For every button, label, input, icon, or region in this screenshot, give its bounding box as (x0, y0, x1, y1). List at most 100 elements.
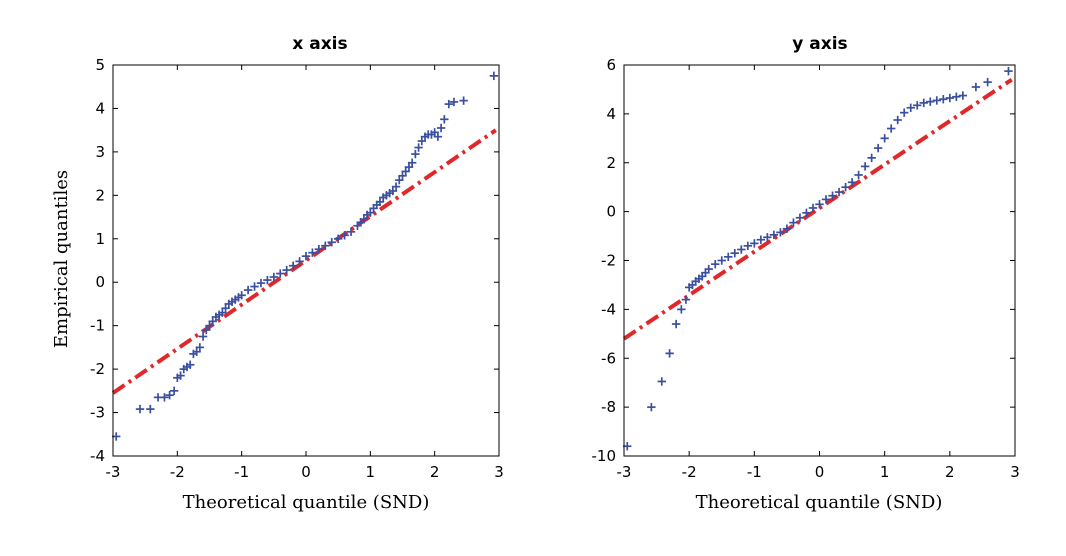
x-tick-label: -2 (170, 463, 185, 481)
x-tick-label: 3 (1010, 463, 1020, 481)
y-axis-qq-plot: y axis Theoretical quantile (SND) -3 -2 -1… (592, 34, 1020, 513)
data-point (900, 108, 909, 117)
data-point (769, 230, 779, 240)
data-point (146, 404, 155, 414)
data-point (945, 93, 955, 103)
x-tick-label: -1 (234, 463, 249, 481)
data-point (440, 115, 449, 124)
data-point (333, 234, 343, 243)
data-point (459, 96, 468, 105)
data-point (169, 386, 179, 396)
x-tick-label: -3 (106, 463, 121, 481)
data-point (417, 136, 426, 146)
data-point (250, 282, 259, 291)
data-point (308, 248, 317, 257)
data-point (782, 224, 792, 233)
data-point (926, 97, 935, 106)
data-point (893, 115, 902, 125)
data-point (828, 191, 837, 200)
data-point (295, 257, 304, 266)
plot-frame (112, 64, 500, 457)
data-point (795, 213, 805, 222)
data-point (737, 245, 746, 254)
data-point (665, 349, 674, 358)
data-point (276, 269, 285, 278)
y-tick-label: -10 (592, 447, 617, 465)
data-point (681, 295, 691, 304)
data-point (815, 200, 824, 209)
data-point (160, 393, 169, 402)
data-point (366, 208, 375, 217)
data-point (647, 402, 656, 412)
data-point (711, 259, 720, 269)
data-points (112, 71, 499, 441)
data-point (756, 235, 766, 244)
y-tick-label: -6 (601, 349, 616, 367)
x-axis-label: Theoretical quantile (SND) (183, 492, 430, 513)
data-point (750, 239, 759, 248)
data-point (198, 332, 208, 341)
data-point (834, 187, 844, 197)
data-point (414, 143, 423, 152)
x-tick-label: 1 (880, 463, 890, 481)
data-point (436, 123, 446, 133)
data-point (411, 149, 420, 159)
data-point (314, 245, 324, 254)
data-point (202, 325, 211, 335)
data-point (983, 77, 992, 87)
x-tick-label: 2 (945, 463, 955, 481)
data-point (677, 305, 686, 314)
data-points (623, 66, 1013, 451)
y-tick-label: 2 (606, 154, 616, 172)
data-point (873, 143, 883, 153)
data-point (671, 319, 681, 329)
data-point (321, 241, 330, 250)
data-point (1004, 66, 1013, 76)
plot-frame (623, 64, 1016, 457)
data-point (444, 99, 454, 109)
data-point (375, 197, 385, 207)
data-point (449, 97, 459, 107)
y-tick-label: -2 (601, 252, 616, 270)
y-tick-label: -4 (601, 300, 616, 318)
data-point (404, 162, 414, 172)
data-point (886, 124, 896, 133)
data-point (243, 285, 253, 295)
data-point (218, 308, 227, 317)
data-point (971, 82, 981, 92)
data-point (932, 96, 941, 105)
x-tick-label: 1 (366, 463, 376, 481)
y-tick-label: -2 (90, 360, 105, 378)
data-point (256, 278, 266, 288)
data-point (340, 231, 349, 240)
data-point (359, 215, 369, 224)
data-point (860, 162, 870, 171)
y-tick-label: 4 (606, 105, 616, 123)
data-point (135, 404, 145, 414)
data-point (398, 171, 407, 180)
data-point (808, 203, 818, 213)
y-tick-label: 0 (606, 203, 616, 221)
data-point (789, 218, 798, 227)
y-tick-label: 5 (95, 56, 105, 74)
x-tick-label: -3 (617, 463, 632, 481)
x-tick-label: 3 (494, 463, 504, 481)
data-point (282, 265, 291, 275)
data-point (841, 182, 850, 192)
data-point (913, 101, 922, 110)
data-point (958, 91, 968, 100)
y-tick-label: -1 (90, 317, 105, 335)
data-point (165, 390, 174, 400)
x-tick-label: -2 (682, 463, 697, 481)
data-point (395, 175, 404, 185)
data-point (388, 186, 398, 196)
y-tick-label: -4 (90, 447, 105, 465)
y-tick-label: 3 (95, 143, 105, 161)
data-point (854, 170, 863, 180)
y-tick-label: -8 (601, 398, 616, 416)
data-point (327, 238, 336, 247)
data-point (730, 248, 739, 258)
data-point (301, 251, 311, 261)
data-point (867, 153, 876, 163)
x-tick-label: -1 (747, 463, 762, 481)
